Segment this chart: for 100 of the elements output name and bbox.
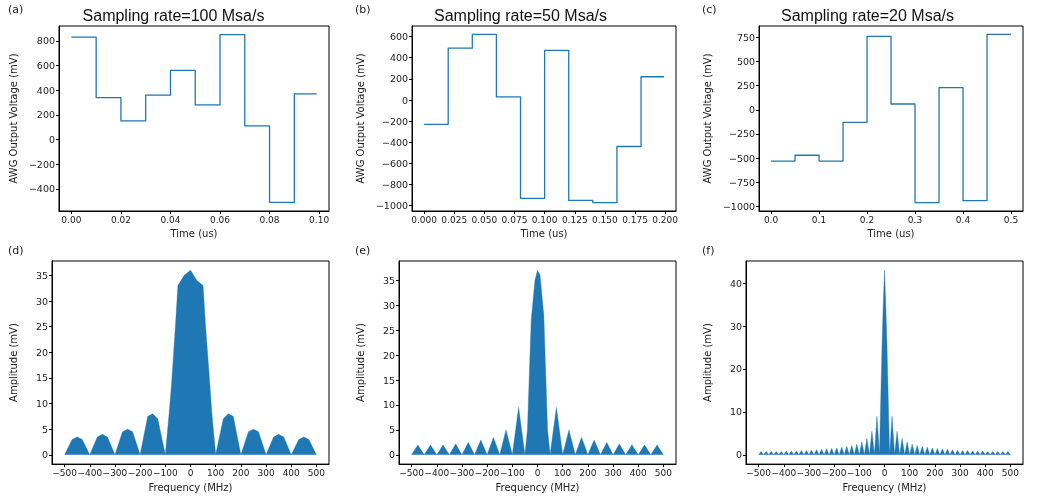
- x-tick-label: 500: [307, 467, 326, 478]
- text: (d): [8, 244, 24, 257]
- x-tick-label: 0: [187, 467, 194, 478]
- x-tick-label: −100: [152, 467, 178, 478]
- x-tick-label: 100: [207, 467, 225, 478]
- y-tick-label: 0: [401, 94, 409, 106]
- x-axis-title: Frequency (MHz): [842, 481, 927, 493]
- x-tick-label: −300: [449, 467, 475, 478]
- y-tick-label: −200: [381, 115, 409, 127]
- y-tick-label: −200: [28, 158, 55, 170]
- x-tick-label: −500: [746, 467, 772, 478]
- text: (a): [8, 3, 24, 16]
- x-tick-label: −100: [499, 467, 525, 478]
- y-tick-label: 250: [736, 80, 756, 92]
- x-tick-label: −400: [424, 467, 450, 478]
- y-axis-title: AWG Output Voltage (mV): [354, 53, 366, 184]
- x-tick-label: 200: [232, 467, 250, 478]
- x-axis-title: Time (us): [519, 228, 568, 240]
- x-tick-label: 0: [881, 467, 888, 478]
- x-tick-label: 0.175: [622, 214, 648, 225]
- chart-title: Sampling rate=100 Msa/s: [82, 6, 265, 24]
- x-tick-label: 500: [654, 467, 673, 478]
- y-tick-label: −600: [381, 157, 409, 169]
- x-tick-label: 400: [976, 467, 995, 478]
- x-tick-label: −400: [771, 467, 797, 478]
- x-tick-label: 300: [951, 467, 969, 478]
- y-tick-label: −400: [28, 183, 55, 195]
- y-tick-label: 35: [382, 274, 395, 286]
- x-tick-label: 0.04: [160, 214, 181, 225]
- y-tick-label: 600: [389, 31, 409, 43]
- y-tick-label: −250: [728, 128, 756, 140]
- x-tick-label: 0.02: [110, 214, 131, 225]
- x-tick-label: 400: [629, 467, 648, 478]
- y-tick-label: 20: [382, 349, 395, 361]
- x-tick-label: 100: [554, 467, 572, 478]
- x-tick-label: −400: [77, 467, 103, 478]
- x-tick-label: 0.5: [1003, 214, 1019, 225]
- x-axis-title: Time (us): [169, 228, 218, 240]
- x-axis-title: Frequency (MHz): [495, 481, 580, 493]
- y-tick-label: 0: [48, 133, 55, 145]
- x-tick-label: 0: [534, 467, 541, 478]
- x-tick-label: 0.075: [501, 214, 528, 225]
- y-tick-label: −1000: [375, 200, 409, 212]
- x-tick-label: 500: [1001, 467, 1020, 478]
- y-tick-label: 30: [35, 295, 48, 307]
- x-tick-label: −100: [846, 467, 872, 478]
- y-tick-label: 10: [382, 399, 395, 411]
- x-tick-label: 0.4: [955, 214, 971, 225]
- chart-title: Sampling rate=20 Msa/s: [781, 6, 954, 24]
- y-tick-label: 5: [388, 424, 395, 436]
- y-tick-label: 40: [729, 277, 742, 289]
- y-tick-label: 400: [389, 52, 409, 64]
- x-tick-label: −500: [52, 467, 78, 478]
- y-axis-title: Amplitude (mV): [354, 323, 366, 402]
- text: (c): [702, 3, 717, 16]
- x-tick-label: 0.125: [561, 214, 588, 225]
- x-tick-label: 0.200: [652, 214, 679, 225]
- x-tick-label: 0.08: [259, 214, 280, 225]
- x-axis-title: Time (us): [866, 228, 915, 240]
- y-tick-label: 500: [736, 55, 756, 67]
- x-tick-label: 0.0: [763, 214, 779, 225]
- y-tick-label: −1000: [722, 200, 756, 212]
- x-tick-label: 100: [901, 467, 919, 478]
- x-tick-label: −300: [102, 467, 128, 478]
- y-tick-label: −400: [381, 136, 409, 148]
- y-axis-title: AWG Output Voltage (mV): [7, 53, 19, 184]
- x-tick-label: −300: [796, 467, 822, 478]
- y-tick-label: 30: [382, 299, 395, 311]
- y-tick-label: 600: [36, 59, 55, 71]
- y-axis-title: Amplitude (mV): [701, 323, 713, 402]
- y-tick-label: 25: [35, 321, 48, 333]
- y-tick-label: 0: [748, 104, 756, 116]
- x-tick-label: −200: [821, 467, 847, 478]
- x-tick-label: 0.050: [471, 214, 498, 225]
- y-tick-label: 0: [735, 449, 742, 461]
- y-tick-label: 35: [35, 269, 48, 281]
- x-tick-label: −500: [399, 467, 425, 478]
- x-tick-label: −200: [474, 467, 500, 478]
- y-tick-label: 25: [382, 324, 395, 336]
- y-tick-label: 750: [736, 31, 756, 43]
- x-tick-label: 0.150: [592, 214, 619, 225]
- x-tick-label: 0.2: [859, 214, 875, 225]
- y-axis-title: Amplitude (mV): [7, 323, 19, 402]
- x-tick-label: 200: [579, 467, 597, 478]
- y-tick-label: 15: [382, 374, 395, 386]
- x-tick-label: 200: [926, 467, 944, 478]
- x-tick-label: 0.1: [811, 214, 827, 225]
- x-tick-label: 0.100: [531, 214, 558, 225]
- y-tick-label: 0: [388, 449, 395, 461]
- x-tick-label: −200: [127, 467, 153, 478]
- y-tick-label: 20: [729, 363, 742, 375]
- x-tick-label: 0.10: [309, 214, 330, 225]
- x-tick-label: 400: [282, 467, 301, 478]
- x-axis-title: Frequency (MHz): [148, 481, 233, 493]
- y-tick-label: 400: [36, 84, 55, 96]
- y-tick-label: 10: [35, 398, 48, 410]
- x-tick-label: 300: [257, 467, 275, 478]
- y-tick-label: 200: [36, 109, 55, 121]
- y-tick-label: −800: [381, 179, 409, 191]
- x-tick-label: 0.3: [907, 214, 923, 225]
